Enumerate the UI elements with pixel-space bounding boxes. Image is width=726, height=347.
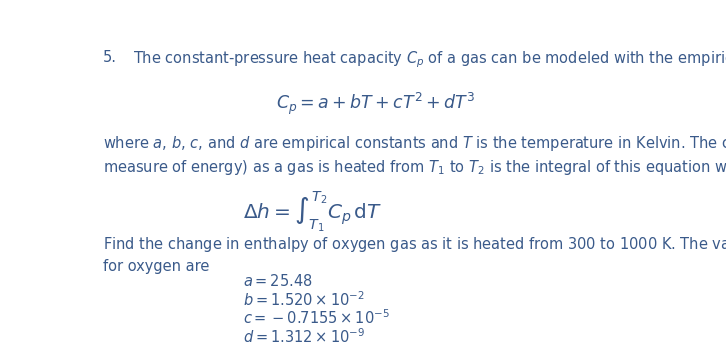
Text: $\Delta h = \int_{T_1}^{T_2} C_p\, \mathrm{d}T$: $\Delta h = \int_{T_1}^{T_2} C_p\, \math… [242, 190, 382, 235]
Text: $b = 1.520 \times 10^{-2}$: $b = 1.520 \times 10^{-2}$ [242, 291, 364, 310]
Text: where $a$, $b$, $c$, and $d$ are empirical constants and $T$ is the temperature : where $a$, $b$, $c$, and $d$ are empiric… [103, 134, 726, 153]
Text: $a = 25.48$: $a = 25.48$ [242, 273, 312, 289]
Text: $C_p = a + bT + cT^2 + dT^3$: $C_p = a + bT + cT^2 + dT^3$ [277, 91, 476, 117]
Text: 5.: 5. [103, 50, 117, 65]
Text: for oxygen are: for oxygen are [103, 260, 210, 274]
Text: $c = -0.7155 \times 10^{-5}$: $c = -0.7155 \times 10^{-5}$ [242, 308, 390, 327]
Text: The constant-pressure heat capacity $C_p$ of a gas can be modeled with the empir: The constant-pressure heat capacity $C_p… [133, 50, 726, 70]
Text: $d = 1.312 \times 10^{-9}$: $d = 1.312 \times 10^{-9}$ [242, 327, 365, 346]
Text: Find the change in enthalpy of oxygen gas as it is heated from 300 to 1000 K. Th: Find the change in enthalpy of oxygen ga… [103, 235, 726, 254]
Text: measure of energy) as a gas is heated from $T_1$ to $T_2$ is the integral of thi: measure of energy) as a gas is heated fr… [103, 158, 726, 177]
